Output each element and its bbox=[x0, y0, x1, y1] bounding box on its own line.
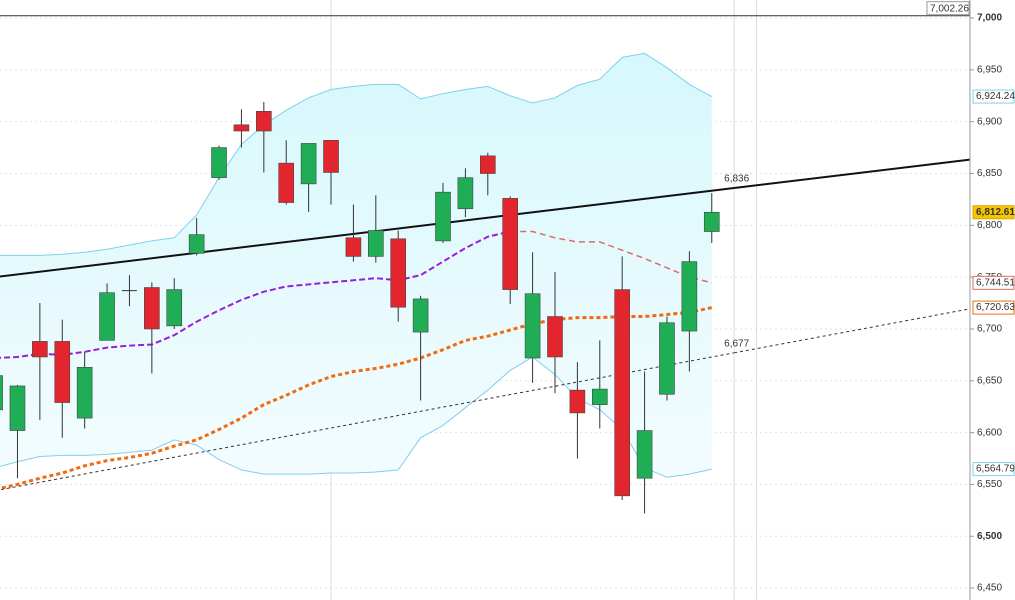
value-label-box bbox=[972, 462, 1015, 477]
trendline-extension bbox=[734, 308, 970, 354]
y-tick-label: 6,900 bbox=[977, 116, 1002, 127]
value-label: 6,564.79 bbox=[976, 464, 1015, 475]
candle-body bbox=[368, 230, 384, 257]
value-label-box bbox=[972, 300, 1015, 315]
y-tick-label: 6,800 bbox=[977, 220, 1002, 231]
candle-body bbox=[681, 261, 698, 332]
candle-body bbox=[435, 191, 451, 242]
candle-body bbox=[524, 293, 541, 359]
candle-body bbox=[591, 388, 608, 405]
trendline-label: 6,677 bbox=[724, 338, 749, 349]
candle-body bbox=[345, 237, 362, 257]
candle-body bbox=[278, 162, 295, 203]
moving-average bbox=[0, 306, 713, 491]
trendline-extension bbox=[734, 158, 970, 190]
y-tick-label: 6,500 bbox=[977, 531, 1002, 542]
candle-body bbox=[659, 322, 675, 395]
y-tick-label: 6,700 bbox=[977, 324, 1002, 335]
candle-body bbox=[188, 234, 205, 254]
value-label: 6,924.24 bbox=[976, 91, 1015, 102]
moving-average bbox=[0, 230, 511, 359]
candle-body bbox=[614, 289, 630, 497]
candle-body bbox=[300, 143, 317, 185]
band-upper bbox=[0, 52, 713, 256]
y-tick-label: 7,000 bbox=[977, 13, 1002, 24]
y-tick-label: 6,850 bbox=[977, 168, 1002, 179]
candle-body bbox=[323, 140, 339, 173]
candle-body bbox=[569, 389, 586, 414]
y-tick-label: 6,550 bbox=[977, 479, 1002, 490]
candle-body bbox=[32, 341, 48, 358]
price-labels: 6,836 6,677 7,002.26 6,924.24 6,564.79 6,744.… bbox=[724, 1, 1015, 477]
trendline bbox=[0, 352, 735, 491]
candle-body bbox=[211, 147, 227, 178]
price-line-label-box bbox=[926, 1, 970, 16]
value-label: 6,812.61 bbox=[976, 207, 1015, 218]
candle-body bbox=[479, 155, 496, 174]
plot-area bbox=[0, 0, 970, 600]
candle-body bbox=[166, 289, 183, 327]
price-line-label: 7,002.26 bbox=[930, 3, 969, 14]
candle-body bbox=[99, 292, 115, 341]
band-fill bbox=[0, 53, 712, 478]
candle-body bbox=[144, 287, 160, 330]
candle-body bbox=[54, 341, 71, 403]
band-lower bbox=[0, 356, 712, 478]
candle-body bbox=[703, 211, 720, 232]
candle-body bbox=[636, 430, 653, 479]
y-tick-label: 6,600 bbox=[977, 427, 1002, 438]
value-label: 6,744.51 bbox=[976, 277, 1015, 288]
y-tick-label: 6,950 bbox=[977, 64, 1002, 75]
candle-body bbox=[457, 177, 474, 210]
candle-body bbox=[547, 316, 563, 358]
trendline-label: 6,836 bbox=[724, 174, 749, 185]
value-label-box bbox=[972, 275, 1015, 290]
candle-body bbox=[0, 375, 3, 411]
candle-body bbox=[9, 385, 26, 431]
candle-body bbox=[76, 367, 93, 419]
value-label: 6,720.63 bbox=[976, 302, 1015, 313]
moving-average bbox=[510, 230, 712, 284]
candle-body bbox=[256, 111, 272, 132]
trendline bbox=[0, 187, 735, 278]
value-label-box bbox=[972, 205, 1015, 220]
candle-body bbox=[412, 298, 429, 333]
y-tick-label: 6,650 bbox=[977, 375, 1002, 386]
candle-body bbox=[502, 198, 518, 290]
candle-body bbox=[390, 238, 407, 308]
value-label-box bbox=[972, 89, 1015, 104]
candle-body bbox=[233, 124, 250, 132]
y-tick-label: 6,450 bbox=[977, 583, 1002, 594]
